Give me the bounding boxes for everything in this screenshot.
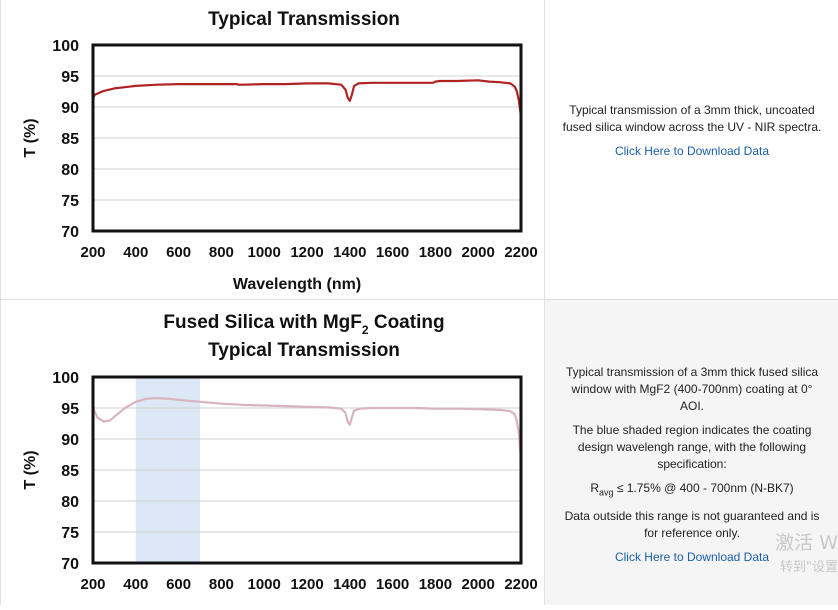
x-tick-label: 2000 — [462, 576, 495, 593]
description-text: The blue shaded region indicates the coa… — [572, 423, 812, 471]
chart-title-part: Coating — [369, 312, 445, 333]
disclaimer-text: Data outside this range is not guarantee… — [564, 509, 820, 541]
x-tick-label: 2200 — [504, 244, 537, 261]
y-tick-label: 75 — [61, 525, 79, 542]
y-tick-label: 95 — [61, 69, 79, 86]
x-tick-label: 200 — [80, 244, 105, 261]
description-text: Typical transmission of a 3mm thick, unc… — [562, 103, 822, 134]
spec-text: ≤ 1.75% @ 400 - 700nm (N-BK7) — [613, 481, 794, 495]
y-tick-label: 80 — [61, 494, 79, 511]
y-tick-label: 90 — [61, 100, 79, 117]
y-tick-label: 70 — [61, 556, 79, 573]
x-tick-label: 1000 — [248, 576, 281, 593]
chart-row-2: 70 75 80 85 90 95 100 200 400 600 800 1000 1200 1400 1… — [0, 300, 838, 605]
y-tick-label: 100 — [52, 370, 79, 387]
chart-title-line-2: Typical Transmission — [208, 340, 400, 361]
x-tick-label: 800 — [209, 244, 234, 261]
x-tick-label: 600 — [166, 576, 191, 593]
description-cell-1: Typical transmission of a 3mm thick, unc… — [545, 0, 838, 299]
x-tick-label: 1000 — [248, 244, 281, 261]
y-axis-label: T (%) — [22, 450, 39, 489]
description-2: Typical transmission of a 3mm thick fuse… — [559, 364, 825, 573]
coating-spec: Ravg ≤ 1.75% @ 400 - 700nm (N-BK7) — [559, 480, 825, 501]
x-tick-label: 600 — [166, 244, 191, 261]
plot-frame — [91, 375, 523, 565]
y-tick-label: 95 — [61, 401, 79, 418]
chart-title: Typical Transmission — [208, 9, 400, 30]
x-tick-label: 1200 — [290, 576, 323, 593]
spec-symbol: R — [590, 481, 599, 495]
series-line-0 — [92, 79, 523, 117]
description-1: Typical transmission of a 3mm thick, unc… — [559, 102, 825, 167]
watermark-line-2: 转到"设置 — [780, 560, 838, 575]
y-tick-label: 100 — [52, 38, 79, 55]
x-tick-label: 400 — [123, 244, 148, 261]
chart-title-subscript: 2 — [362, 323, 369, 337]
chart-title-line-1: Fused Silica with MgF2 Coating — [163, 312, 444, 337]
chart-uncoated-transmission: 70 75 80 85 90 95 100 200 400 600 800 1000 1200 1400 1… — [22, 9, 538, 293]
series-line-0 — [92, 396, 523, 461]
x-tick-label: 1800 — [419, 244, 452, 261]
x-tick-label: 1800 — [419, 576, 452, 593]
chart-row-1: 70 75 80 85 90 95 100 200 400 600 800 1000 1200 1400 1… — [0, 0, 838, 300]
x-tick-label: 400 — [123, 576, 148, 593]
chart-cell-1: 70 75 80 85 90 95 100 200 400 600 800 1000 1200 1400 1… — [0, 0, 545, 299]
y-tick-label: 90 — [61, 432, 79, 449]
y-tick-label: 80 — [61, 162, 79, 179]
y-axis-label: T (%) — [22, 118, 39, 157]
plot-frame — [91, 43, 523, 233]
x-tick-label: 2000 — [462, 244, 495, 261]
x-tick-label: 1400 — [333, 576, 366, 593]
description-text: Typical transmission of a 3mm thick fuse… — [565, 365, 819, 413]
chart-cell-2: 70 75 80 85 90 95 100 200 400 600 800 1000 1200 1400 1… — [0, 300, 545, 605]
x-tick-label: 200 — [80, 576, 105, 593]
x-tick-label: 800 — [209, 576, 234, 593]
description-cell-2: Typical transmission of a 3mm thick fuse… — [545, 300, 838, 605]
download-data-link-2[interactable]: Click Here to Download Data — [614, 550, 770, 565]
x-tick-label: 2200 — [504, 576, 537, 593]
chart-mgf2-coated-transmission: 70 75 80 85 90 95 100 200 400 600 800 1000 1200 1400 1… — [22, 312, 538, 593]
spec-subscript: avg — [598, 487, 614, 498]
y-tick-label: 70 — [61, 224, 79, 241]
y-tick-label: 85 — [61, 463, 79, 480]
watermark-line-1: 激活 W — [775, 532, 838, 554]
x-tick-label: 1600 — [376, 576, 409, 593]
x-tick-label: 1600 — [376, 244, 409, 261]
x-tick-label: 1200 — [290, 244, 323, 261]
y-tick-label: 75 — [61, 193, 79, 210]
y-tick-label: 85 — [61, 131, 79, 148]
x-axis-label: Wavelength (nm) — [233, 276, 361, 293]
download-data-link-1[interactable]: Click Here to Download Data — [614, 144, 770, 158]
x-tick-label: 1400 — [333, 244, 366, 261]
chart-title-part: Fused Silica with MgF — [163, 312, 361, 333]
